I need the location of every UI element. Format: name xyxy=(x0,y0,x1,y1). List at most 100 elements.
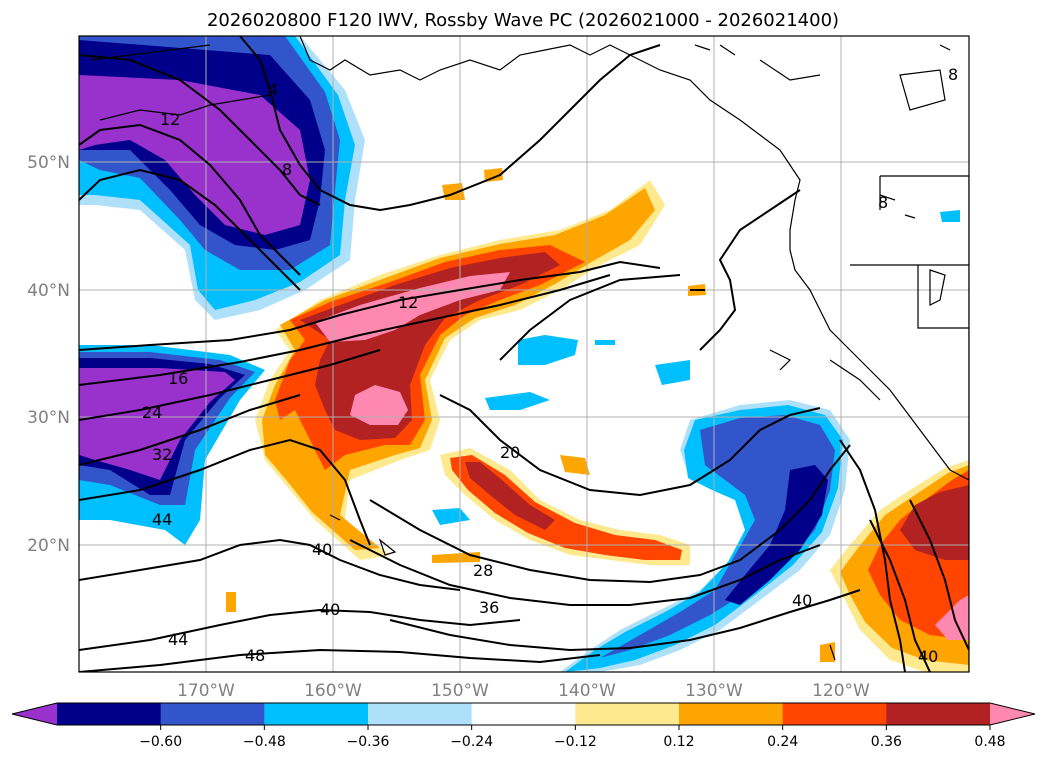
contour-line xyxy=(369,444,851,584)
positive-anomaly-patch xyxy=(226,592,236,612)
negative-anomaly-w xyxy=(79,368,235,480)
positive-anomaly-patch xyxy=(560,455,590,475)
contour-line xyxy=(699,189,801,351)
contour-line xyxy=(79,274,611,386)
positive-anomaly-patch xyxy=(442,183,465,200)
figure-title: 2026020800 F120 IWV, Rossby Wave PC (202… xyxy=(207,10,839,31)
colorbar-tick-label: 0.36 xyxy=(871,734,902,750)
negative-anomaly-patch xyxy=(595,340,615,345)
colorbar-segment xyxy=(264,703,369,725)
contour-line xyxy=(79,438,371,546)
contour-line xyxy=(79,608,521,651)
contour-label: 44 xyxy=(168,630,188,649)
contour-label: 12 xyxy=(398,293,418,312)
contour-line xyxy=(79,538,461,591)
coastline xyxy=(89,36,969,672)
colorbar-segment xyxy=(160,703,265,725)
contour-line xyxy=(909,499,969,651)
contour-line xyxy=(79,648,601,672)
contour-label: 40 xyxy=(320,600,340,619)
colorbar-tick-label: 0.48 xyxy=(974,734,1005,750)
colorbar-tick-label: −0.36 xyxy=(347,734,390,750)
positive-anomaly-plume xyxy=(350,385,408,425)
colorbar: −0.60 −0.48 −0.36 −0.24 −0.12 0.12 0.24 0.36 0.4… xyxy=(11,702,1036,750)
negative-anomaly-patch xyxy=(485,392,550,410)
colorbar-extend-max xyxy=(990,703,1035,725)
colorbar-tick-label: 0.24 xyxy=(767,734,798,750)
contour-line xyxy=(499,274,705,361)
colorbar-segment xyxy=(886,703,991,725)
contour-label: 32 xyxy=(152,445,172,464)
contour-label: 16 xyxy=(168,369,188,388)
latitude-labels: 50°N 40°N 30°N 20°N xyxy=(27,153,70,556)
contour-label: 24 xyxy=(142,403,162,422)
lat-label: 20°N xyxy=(27,536,70,556)
lon-label: 130°W xyxy=(685,681,743,701)
colorbar-tick-label: −0.60 xyxy=(139,734,182,750)
contour-label: 20 xyxy=(500,443,520,462)
contour-line xyxy=(79,123,301,276)
colorbar-tick-label: −0.48 xyxy=(243,734,286,750)
map-panel: 4 8 12 16 24 32 44 12 20 28 36 40 40 44 … xyxy=(79,36,969,672)
map-frame xyxy=(78,35,970,673)
graticule xyxy=(79,36,969,672)
contour-line xyxy=(349,539,821,606)
contour-line xyxy=(79,394,301,466)
lon-label: 120°W xyxy=(812,681,870,701)
colorbar-segment xyxy=(368,703,473,725)
colorbar-segment xyxy=(679,703,784,725)
contour-label: 28 xyxy=(473,561,493,580)
lat-label: 30°N xyxy=(27,408,70,428)
negative-anomaly-patch xyxy=(940,210,960,222)
iwv-anomaly-shading xyxy=(79,36,969,672)
contour-line xyxy=(79,349,381,421)
contour-label: 48 xyxy=(245,646,265,665)
contour-label: 36 xyxy=(479,598,499,617)
negative-anomaly-patch xyxy=(655,360,690,385)
colorbar-tick-label: 0.12 xyxy=(663,734,694,750)
colorbar-segment xyxy=(471,703,576,725)
contour-line xyxy=(839,439,906,672)
lon-label: 170°W xyxy=(177,681,235,701)
negative-anomaly-patch xyxy=(518,335,578,365)
negative-anomaly-se xyxy=(725,465,828,605)
colorbar-extend-min xyxy=(12,703,57,725)
lat-label: 50°N xyxy=(27,153,70,173)
longitude-labels: 170°W 160°W 150°W 140°W 130°W 120°W xyxy=(177,681,870,701)
contour-label: 40 xyxy=(918,647,938,666)
colorbar-tick-label: −0.24 xyxy=(450,734,493,750)
negative-anomaly-se xyxy=(600,415,835,658)
contour-label: 8 xyxy=(282,160,292,179)
contour-labels: 4 8 12 16 24 32 44 12 20 28 36 40 40 44 … xyxy=(142,65,958,666)
colorbar-tick-label: −0.12 xyxy=(554,734,597,750)
colorbar-outline xyxy=(11,702,1036,726)
contour-label: 40 xyxy=(792,591,812,610)
colorbar-segment xyxy=(57,703,162,725)
contour-line xyxy=(79,260,661,351)
contour-line xyxy=(79,168,301,291)
contour-line xyxy=(389,589,861,652)
negative-anomaly-nw xyxy=(79,75,310,235)
contour-label: 4 xyxy=(268,80,278,99)
positive-anomaly-streak xyxy=(450,455,682,560)
lon-label: 150°W xyxy=(431,681,489,701)
positive-anomaly-streak xyxy=(465,462,555,530)
lon-label: 140°W xyxy=(558,681,616,701)
contour-line xyxy=(79,54,321,206)
contour-label: 8 xyxy=(948,65,958,84)
positive-anomaly-se xyxy=(900,485,969,560)
contour-label: 44 xyxy=(152,510,172,529)
positive-anomaly-plume xyxy=(262,188,655,550)
contour-line xyxy=(239,36,661,212)
contour-label: 12 xyxy=(160,110,180,129)
contour-label: 40 xyxy=(312,540,332,559)
iwv-contours xyxy=(79,36,969,672)
lat-label: 40°N xyxy=(27,281,70,301)
contour-label: 8 xyxy=(878,193,888,212)
lon-label: 160°W xyxy=(304,681,362,701)
colorbar-segment xyxy=(782,703,887,725)
colorbar-segment xyxy=(575,703,680,725)
positive-anomaly-se xyxy=(935,595,969,640)
contour-line xyxy=(439,394,821,497)
